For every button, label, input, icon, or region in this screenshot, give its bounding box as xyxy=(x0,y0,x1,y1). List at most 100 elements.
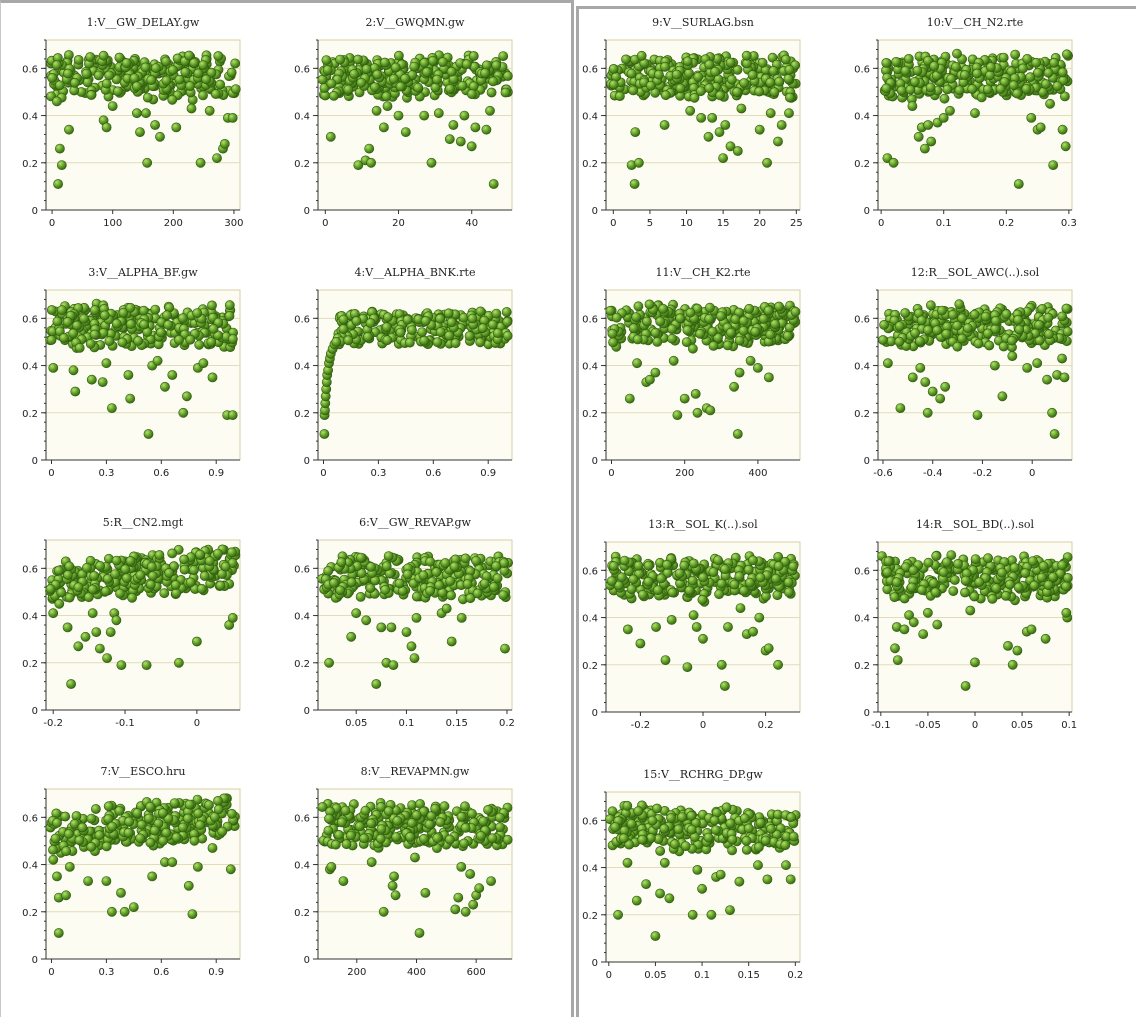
data-point xyxy=(207,843,218,853)
data-point xyxy=(732,87,742,97)
data-point xyxy=(679,560,690,571)
data-point xyxy=(915,336,925,346)
data-point xyxy=(675,83,686,94)
x-tick-label: 0.9 xyxy=(480,468,496,479)
data-point xyxy=(923,55,933,66)
x-tick-label: 200 xyxy=(675,468,694,479)
data-point xyxy=(754,86,765,97)
data-point xyxy=(189,58,199,68)
data-point xyxy=(87,584,98,595)
y-tick-label: 0.4 xyxy=(582,362,598,373)
data-point xyxy=(762,157,772,168)
data-point xyxy=(326,862,337,872)
y-tick-label: 0.6 xyxy=(294,813,310,824)
data-point xyxy=(1007,351,1018,361)
data-point xyxy=(93,70,104,81)
data-point xyxy=(462,579,473,589)
data-point xyxy=(894,336,905,347)
data-point xyxy=(900,308,911,318)
data-point xyxy=(738,325,749,336)
chart-title: 3:V__ALPHA_BF.gw xyxy=(88,266,198,279)
data-point xyxy=(773,561,784,571)
data-point xyxy=(227,334,238,344)
data-point xyxy=(1043,580,1054,590)
data-point xyxy=(181,391,192,402)
data-point xyxy=(177,313,188,324)
data-point xyxy=(141,108,151,119)
data-point xyxy=(707,326,718,337)
data-point xyxy=(104,70,114,81)
data-point xyxy=(355,592,366,602)
data-point xyxy=(456,862,467,872)
data-point xyxy=(748,555,758,566)
data-point xyxy=(199,571,210,581)
data-point xyxy=(430,803,441,814)
data-point xyxy=(608,561,619,571)
chart-title: 4:V__ALPHA_BNK.rte xyxy=(355,266,476,279)
data-point xyxy=(783,73,794,84)
data-point xyxy=(444,330,455,341)
chart-title: 2:V__GWQMN.gw xyxy=(366,16,465,29)
data-point xyxy=(73,55,84,65)
y-tick-label: 0.4 xyxy=(294,112,310,123)
data-point xyxy=(421,67,432,77)
data-point xyxy=(727,845,737,856)
data-point xyxy=(189,835,200,846)
data-point xyxy=(323,825,334,836)
data-point xyxy=(729,579,740,590)
data-point xyxy=(180,67,191,78)
data-point xyxy=(406,818,417,828)
data-point xyxy=(685,307,696,318)
data-point xyxy=(390,890,401,901)
data-point xyxy=(170,580,181,590)
data-point xyxy=(444,834,455,845)
x-tick-label: -0.4 xyxy=(923,468,943,479)
x-tick-label: -0.1 xyxy=(871,720,891,731)
data-point xyxy=(693,71,704,82)
data-point xyxy=(187,909,198,919)
data-point xyxy=(928,578,939,589)
data-point xyxy=(351,316,362,326)
data-point xyxy=(179,554,189,565)
data-point xyxy=(101,78,112,89)
data-point xyxy=(945,105,955,116)
data-point xyxy=(1057,311,1068,322)
data-point xyxy=(183,880,194,891)
data-point xyxy=(375,833,386,844)
data-point xyxy=(95,561,105,571)
data-point xyxy=(703,131,714,142)
data-point xyxy=(762,874,773,885)
data-point xyxy=(920,377,931,387)
data-point xyxy=(54,598,65,609)
data-point xyxy=(1049,57,1059,68)
data-point xyxy=(98,50,109,61)
x-tick-label: 0 xyxy=(606,970,612,981)
data-point xyxy=(668,355,679,366)
data-point xyxy=(926,136,937,147)
data-point xyxy=(624,839,635,850)
data-point xyxy=(626,819,637,829)
chart-title: 9:V__SURLAG.bsn xyxy=(652,16,754,29)
data-point xyxy=(125,393,136,404)
data-point xyxy=(662,559,672,570)
data-point xyxy=(708,341,719,351)
data-point xyxy=(881,83,892,94)
y-tick-label: 0.2 xyxy=(854,661,870,672)
data-point xyxy=(401,627,412,637)
data-point xyxy=(410,852,420,863)
data-point xyxy=(1000,591,1011,601)
data-point xyxy=(878,335,888,345)
data-point xyxy=(1057,124,1068,135)
data-point xyxy=(83,592,94,603)
data-point xyxy=(618,833,629,844)
data-point xyxy=(324,657,334,668)
x-tick-label: 25 xyxy=(790,218,803,229)
x-tick-label: -0.6 xyxy=(873,468,893,479)
data-point xyxy=(754,612,765,623)
y-tick-label: 0 xyxy=(304,955,310,966)
data-point xyxy=(206,337,217,347)
data-point xyxy=(938,113,949,123)
y-tick-label: 0.2 xyxy=(582,661,598,672)
y-tick-label: 0.2 xyxy=(294,908,310,919)
data-point xyxy=(445,576,456,586)
